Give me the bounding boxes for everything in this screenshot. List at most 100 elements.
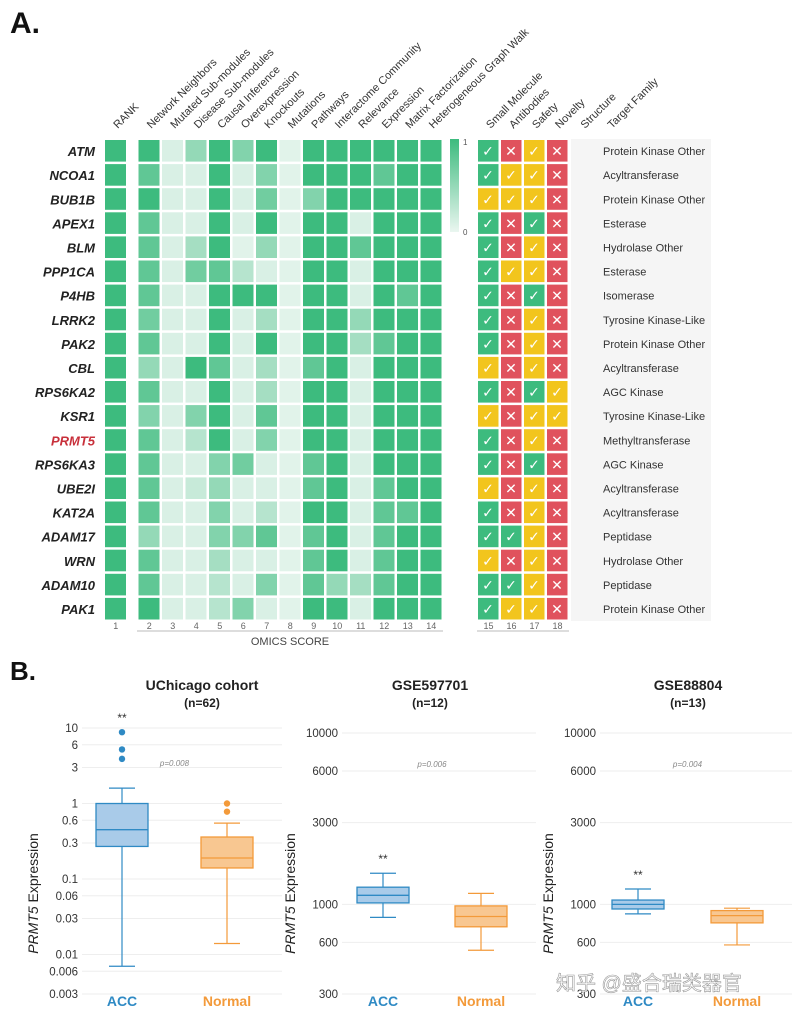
cross-icon: ✕ — [505, 288, 517, 304]
heatmap-cell — [302, 476, 325, 500]
heatmap-cell — [325, 452, 349, 476]
heatmap-cell — [372, 548, 396, 573]
heatmap-cell — [208, 307, 231, 332]
heatmap-cell — [184, 235, 208, 259]
heatmap-cell — [137, 548, 161, 573]
tract-cell — [500, 331, 523, 356]
column-number: 12 — [379, 621, 389, 631]
heatmap-cell — [419, 380, 443, 404]
heatmap-cell — [325, 187, 349, 211]
heatmap-cell — [161, 139, 184, 163]
heatmap-cell — [325, 524, 349, 549]
heatmap-cell — [278, 283, 302, 308]
column-number: 5 — [217, 621, 222, 631]
heatmap-cell — [208, 476, 231, 500]
heatmap-cell — [278, 235, 302, 259]
tract-cell — [523, 548, 546, 573]
heatmap-cell — [255, 596, 278, 621]
heatmap-cell — [255, 404, 278, 428]
heatmap-cell — [161, 572, 184, 597]
y-tick-label: 6 — [72, 740, 78, 752]
tract-cell — [500, 524, 523, 549]
heatmap-cell — [184, 139, 208, 163]
y-axis-gene: PRMT5 — [540, 906, 556, 954]
heatmap-cell — [255, 331, 278, 356]
tract-cell — [500, 428, 523, 452]
target-family-label: Hydrolase Other — [603, 556, 683, 568]
heatmap-cell — [137, 259, 161, 284]
y-tick-label: 300 — [319, 989, 338, 1001]
heatmap-cell — [396, 500, 419, 525]
tracts: ✓ ✕ ✓ ✕ ✓ ✓ ✓ ✕ ✓ ✓ ✓ ✕ ✓ ✕ ✓ ✕ ✓ ✕ ✓ ✕ ✓ ✓ ✓ ✕ ✓ ✕ ✓ ✕ ✓ ✕ ✓ ✕ ✓ ✕ ✓ ✕ ✓ ✕ ✓ ✕… — [477, 139, 569, 621]
heatmap-cell — [419, 331, 443, 356]
check-icon: ✓ — [505, 577, 517, 593]
heatmap-cell — [161, 380, 184, 404]
outlier-point — [118, 728, 126, 736]
cross-icon: ✕ — [505, 408, 517, 424]
check-icon: ✓ — [528, 505, 540, 521]
heatmap-cell — [255, 283, 278, 308]
heatmap-cell — [104, 139, 127, 163]
y-tick-label: 0.003 — [49, 989, 78, 1001]
heatmap-cell — [302, 331, 325, 356]
heatmap-cell — [137, 572, 161, 597]
column-number: 7 — [264, 621, 269, 631]
heatmap-cell — [325, 211, 349, 235]
gene-label: P4HB — [60, 289, 95, 304]
check-icon: ✓ — [482, 408, 494, 424]
check-icon: ✓ — [482, 167, 494, 183]
cross-icon: ✕ — [551, 336, 563, 352]
heatmap-cell — [208, 211, 231, 235]
cross-icon: ✕ — [551, 215, 563, 231]
check-icon: ✓ — [482, 288, 494, 304]
heatmap-cell — [396, 428, 419, 452]
heatmap-cell — [372, 476, 396, 500]
heatmap-cell — [349, 139, 372, 163]
tract-cell — [523, 596, 546, 621]
tract-cell — [477, 500, 500, 525]
cross-icon: ✕ — [505, 553, 517, 569]
column-number: 13 — [403, 621, 413, 631]
check-icon: ✓ — [528, 432, 540, 448]
heatmap-cell — [231, 452, 255, 476]
gene-label: CBL — [68, 361, 95, 376]
heatmap-cell — [278, 380, 302, 404]
heatmap-cell — [349, 596, 372, 621]
heatmap-cell — [231, 187, 255, 211]
heatmap-cell — [231, 355, 255, 380]
heatmap-cell — [137, 331, 161, 356]
panel-b-label: B. — [10, 656, 36, 686]
check-icon: ✓ — [482, 577, 494, 593]
heatmap-cell — [184, 259, 208, 284]
cross-icon: ✕ — [505, 312, 517, 328]
heatmap-cell — [255, 428, 278, 452]
tract-cell — [546, 187, 569, 211]
cross-icon: ✕ — [551, 601, 563, 617]
column-number: 18 — [552, 621, 562, 631]
column-numbers: 1 2 3 4 5 6 7 8 9 10 11 12 13 14 15 16 17 18 — [113, 621, 562, 631]
heatmap-cell — [325, 548, 349, 573]
tract-cell — [546, 139, 569, 163]
check-icon: ✓ — [505, 167, 517, 183]
significance-marker: ** — [117, 711, 127, 725]
heatmap-cell — [231, 211, 255, 235]
heatmap-cell — [349, 404, 372, 428]
check-icon: ✓ — [528, 577, 540, 593]
tract-cell — [477, 307, 500, 332]
colorbar-gradient — [450, 139, 459, 232]
heatmap-cell — [255, 235, 278, 259]
target-family-background — [571, 139, 711, 621]
heatmap-cell — [184, 211, 208, 235]
tract-cell — [523, 283, 546, 308]
heatmap-cell — [372, 524, 396, 549]
box-plot-subtitle: (n=13) — [670, 696, 706, 710]
heatmap-cell — [302, 211, 325, 235]
heatmap-cell — [325, 572, 349, 597]
heatmap-cell — [302, 428, 325, 452]
heatmap-cell — [231, 548, 255, 573]
box — [710, 909, 764, 924]
heatmap-cell — [208, 355, 231, 380]
gene-label: PAK1 — [61, 602, 95, 617]
check-icon: ✓ — [528, 191, 540, 207]
